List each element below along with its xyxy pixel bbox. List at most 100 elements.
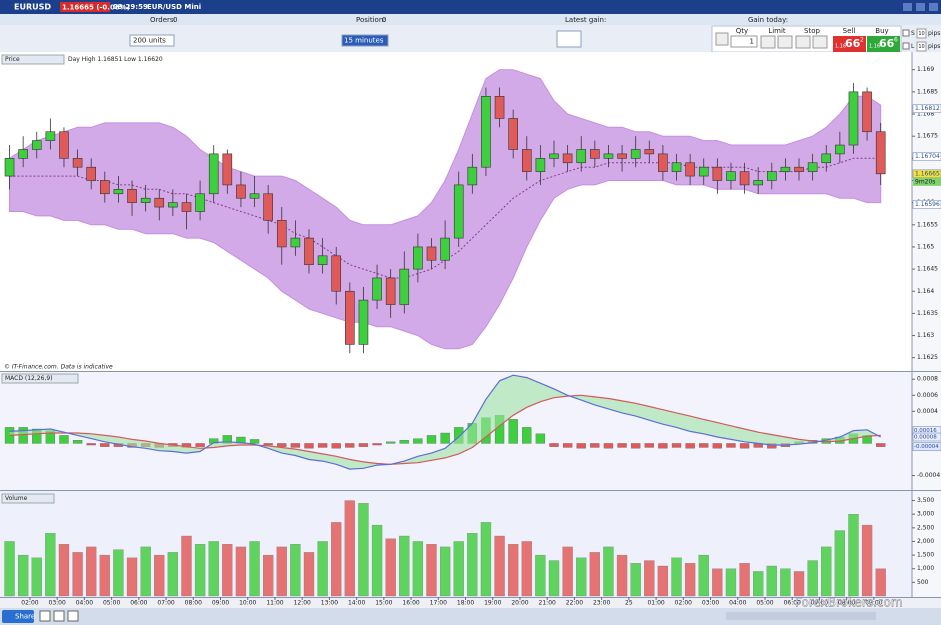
buy-button[interactable] bbox=[867, 36, 900, 52]
histogram-bar bbox=[508, 419, 518, 444]
histogram-bar bbox=[685, 443, 695, 449]
y-tick-label: 1.169 bbox=[917, 66, 934, 73]
y-axis-area bbox=[912, 52, 941, 608]
x-tick-label: 13:00 bbox=[321, 600, 338, 607]
x-tick-label: 15:00 bbox=[375, 600, 392, 607]
candle-body bbox=[317, 255, 328, 265]
note: © IT-Finance.com. Data is indicative bbox=[4, 364, 113, 371]
symbol: EURUSD bbox=[14, 3, 51, 12]
volume-bar bbox=[562, 546, 573, 597]
histogram-bar bbox=[304, 443, 314, 449]
candle-body bbox=[766, 171, 777, 181]
y-tick-label: 1.164 bbox=[917, 288, 934, 295]
checkbox[interactable] bbox=[902, 29, 910, 37]
y-tick-label: 3,500 bbox=[917, 497, 934, 504]
price-tag-label: 1.16665 bbox=[915, 170, 940, 177]
volume-bar bbox=[535, 554, 546, 597]
candle-body bbox=[140, 197, 151, 203]
candle-body bbox=[426, 246, 437, 261]
histogram-bar bbox=[576, 443, 586, 449]
x-axis-area bbox=[0, 598, 941, 608]
candle-body bbox=[807, 162, 818, 172]
x-tick-label: 23:00 bbox=[593, 600, 610, 607]
candle-body bbox=[862, 91, 872, 133]
volume-bar bbox=[208, 541, 219, 597]
y-tick-label: 0.0004 bbox=[917, 408, 938, 415]
candle-body bbox=[290, 237, 301, 248]
y-tick-label: 2,000 bbox=[917, 538, 934, 545]
checkbox[interactable] bbox=[902, 42, 910, 50]
volume-bar bbox=[331, 522, 342, 597]
share-button[interactable] bbox=[2, 610, 34, 623]
sell-button[interactable] bbox=[833, 36, 866, 52]
window-button[interactable] bbox=[903, 3, 912, 11]
time: 09:29:59 bbox=[113, 3, 148, 11]
tool-button[interactable] bbox=[67, 610, 79, 622]
l-label: L bbox=[911, 43, 915, 50]
candle-body bbox=[72, 158, 83, 168]
candle-body bbox=[45, 131, 56, 141]
price-badge bbox=[60, 2, 110, 12]
histogram-bar bbox=[32, 428, 42, 444]
tool-button[interactable] bbox=[53, 610, 65, 622]
histogram-bar bbox=[86, 443, 96, 446]
pips-input[interactable] bbox=[916, 28, 927, 39]
candle-body bbox=[345, 290, 355, 345]
candle-body bbox=[671, 162, 682, 172]
candle-body bbox=[372, 277, 382, 301]
volume-bar bbox=[521, 541, 532, 597]
candle-body bbox=[440, 237, 450, 261]
histogram-bar bbox=[603, 443, 614, 449]
histogram-bar bbox=[590, 443, 600, 448]
x-tick-label: 16:00 bbox=[402, 600, 419, 607]
stop-button[interactable] bbox=[795, 35, 811, 49]
s-pips: 10 bbox=[918, 31, 924, 37]
x-tick-label: 09:00 bbox=[212, 600, 229, 607]
histogram-bar bbox=[631, 443, 641, 449]
candle-body bbox=[181, 202, 192, 212]
latest-gain: Latest gain: bbox=[565, 16, 606, 24]
tool-button[interactable] bbox=[39, 610, 51, 622]
scrollbar[interactable] bbox=[726, 612, 876, 620]
volume-bar bbox=[861, 524, 873, 597]
volume-bar bbox=[167, 552, 179, 597]
limit-button[interactable] bbox=[760, 35, 776, 49]
macd-tag bbox=[912, 432, 941, 442]
volume-bar bbox=[290, 544, 301, 597]
price-tag-label: 1.16704 bbox=[915, 153, 940, 160]
x-tick-label: 07:00 bbox=[811, 600, 828, 607]
volume-bar bbox=[412, 541, 424, 597]
interval-select[interactable] bbox=[341, 34, 389, 47]
candle-body bbox=[726, 171, 736, 181]
x-tick-label: 07:00 bbox=[157, 600, 174, 607]
l-pips: 10 bbox=[918, 44, 924, 50]
y-tick-label: 1.1635 bbox=[917, 310, 938, 317]
qty-input[interactable] bbox=[730, 35, 758, 48]
histogram-bar bbox=[876, 443, 886, 447]
candle-body bbox=[630, 149, 641, 159]
volume-bar bbox=[317, 541, 328, 597]
limit-button[interactable] bbox=[777, 35, 793, 49]
window-button[interactable] bbox=[929, 3, 938, 11]
volume-bar bbox=[603, 546, 614, 597]
window-button[interactable] bbox=[916, 3, 925, 11]
price: 1.16665 (-0.06%) bbox=[62, 4, 130, 12]
volume-bar bbox=[249, 541, 260, 597]
candle-body bbox=[603, 153, 614, 159]
volume-bar bbox=[399, 535, 410, 597]
chart-type-button[interactable] bbox=[556, 30, 582, 48]
histogram-bar bbox=[562, 443, 573, 448]
stop-button[interactable] bbox=[812, 35, 828, 49]
volume-bar bbox=[671, 557, 682, 597]
histogram-bar bbox=[712, 443, 722, 449]
volume-title: Volume bbox=[5, 495, 28, 502]
settings-button[interactable] bbox=[715, 32, 729, 46]
x-tick-label: 09:00 bbox=[865, 600, 882, 607]
macd-tag-label: -0.00004 bbox=[914, 444, 939, 450]
s-label: S bbox=[911, 30, 915, 37]
pips-input[interactable] bbox=[916, 41, 927, 52]
candle-body bbox=[4, 158, 15, 177]
units-select[interactable] bbox=[129, 34, 175, 47]
candle-body bbox=[236, 184, 246, 199]
x-tick-label: 22:00 bbox=[566, 600, 583, 607]
